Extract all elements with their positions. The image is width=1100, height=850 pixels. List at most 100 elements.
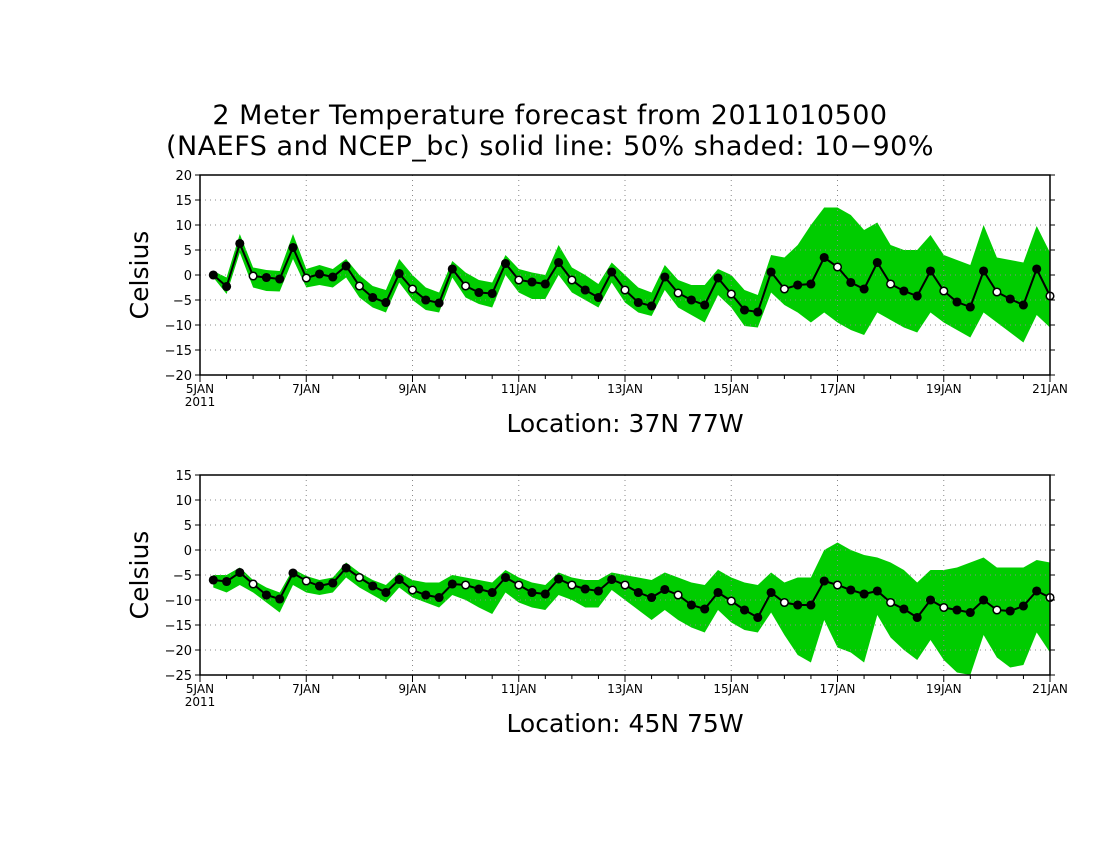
- chart-title-line-1: 2 Meter Temperature forecast from 201101…: [212, 100, 888, 131]
- y-tick-label: 20: [175, 169, 192, 184]
- median-point: [567, 580, 577, 590]
- x-sublabel-year: 2011: [185, 695, 216, 709]
- median-point: [846, 585, 856, 595]
- median-point: [607, 267, 617, 277]
- median-point: [952, 605, 962, 615]
- median-point: [793, 280, 803, 290]
- median-point: [832, 262, 843, 272]
- x-tick-label: 15JAN: [713, 682, 749, 696]
- median-point: [421, 590, 431, 600]
- y-axis-label: Celsius: [125, 231, 154, 320]
- median-point: [461, 281, 471, 291]
- median-point: [846, 277, 856, 288]
- median-point: [394, 574, 404, 585]
- y-tick-label: 0: [184, 544, 192, 559]
- median-point: [368, 292, 378, 303]
- median-point: [447, 264, 457, 274]
- median-point: [753, 612, 763, 623]
- median-point: [819, 576, 829, 586]
- x-tick-label: 13JAN: [607, 682, 643, 696]
- median-point: [633, 297, 643, 308]
- median-point: [301, 273, 311, 283]
- x-tick-label: 11JAN: [501, 382, 537, 396]
- median-point: [660, 272, 670, 282]
- x-tick-label: 13JAN: [607, 382, 643, 396]
- median-point: [368, 581, 378, 591]
- median-point: [952, 297, 962, 307]
- median-point: [620, 580, 630, 590]
- median-point: [739, 605, 750, 615]
- median-point: [779, 597, 789, 608]
- median-point: [514, 275, 524, 285]
- median-point: [806, 600, 816, 610]
- median-point: [474, 584, 484, 594]
- x-tick-label: 5JAN: [186, 382, 214, 396]
- median-point: [593, 292, 603, 303]
- median-point: [554, 257, 564, 268]
- median-point: [248, 271, 258, 281]
- median-point: [939, 286, 949, 296]
- median-point: [753, 307, 763, 317]
- median-line: [212, 240, 1051, 314]
- median-point: [779, 284, 789, 294]
- median-point: [434, 592, 444, 603]
- x-tick-label: 17JAN: [820, 382, 856, 396]
- x-tick-label: 7JAN: [292, 682, 320, 696]
- median-point: [766, 587, 776, 598]
- median-point: [567, 275, 577, 285]
- y-tick-label: −20: [165, 369, 192, 384]
- median-point: [899, 286, 909, 296]
- y-tick-label: −10: [165, 594, 192, 609]
- y-tick-label: 5: [184, 519, 192, 534]
- median-point: [474, 287, 484, 298]
- median-point: [713, 273, 723, 283]
- y-tick-label: −5: [173, 569, 192, 584]
- median-point: [1018, 601, 1028, 611]
- median-point: [434, 298, 444, 308]
- median-point: [925, 266, 936, 276]
- median-point: [766, 267, 776, 277]
- y-tick-label: −10: [165, 319, 192, 334]
- median-point: [965, 302, 975, 312]
- median-point: [965, 607, 975, 618]
- median-point: [686, 600, 696, 610]
- median-point: [381, 587, 391, 598]
- median-point: [726, 596, 736, 606]
- median-point: [673, 590, 683, 600]
- x-tick-label: 19JAN: [926, 382, 962, 396]
- median-point: [686, 295, 696, 305]
- median-point: [314, 581, 325, 591]
- median-point: [886, 597, 896, 608]
- y-tick-label: 10: [175, 219, 192, 234]
- median-point: [992, 605, 1002, 615]
- median-point: [1032, 586, 1042, 596]
- median-point: [328, 578, 338, 588]
- median-point: [461, 580, 471, 590]
- median-point: [660, 584, 670, 595]
- median-point: [341, 563, 351, 573]
- y-tick-label: 15: [175, 194, 192, 209]
- median-point: [447, 579, 457, 589]
- location-label: Location: 37N 77W: [506, 409, 743, 438]
- median-point: [208, 270, 218, 280]
- median-point: [354, 572, 364, 583]
- median-point: [819, 252, 829, 263]
- median-point: [859, 284, 869, 294]
- median-point: [527, 277, 537, 287]
- median-point: [633, 587, 643, 598]
- median-point: [514, 580, 524, 590]
- median-point: [872, 257, 882, 268]
- percentile-band-10-90: [213, 542, 1051, 675]
- median-point: [739, 305, 750, 315]
- median-point: [620, 285, 630, 295]
- median-point: [275, 594, 285, 604]
- median-point: [979, 595, 989, 605]
- y-tick-label: −15: [165, 619, 192, 634]
- x-tick-label: 15JAN: [713, 382, 749, 396]
- median-point: [261, 590, 271, 600]
- median-point: [500, 572, 511, 583]
- median-point: [527, 587, 537, 598]
- median-point: [726, 289, 736, 299]
- median-point: [554, 574, 564, 584]
- median-point: [301, 576, 311, 586]
